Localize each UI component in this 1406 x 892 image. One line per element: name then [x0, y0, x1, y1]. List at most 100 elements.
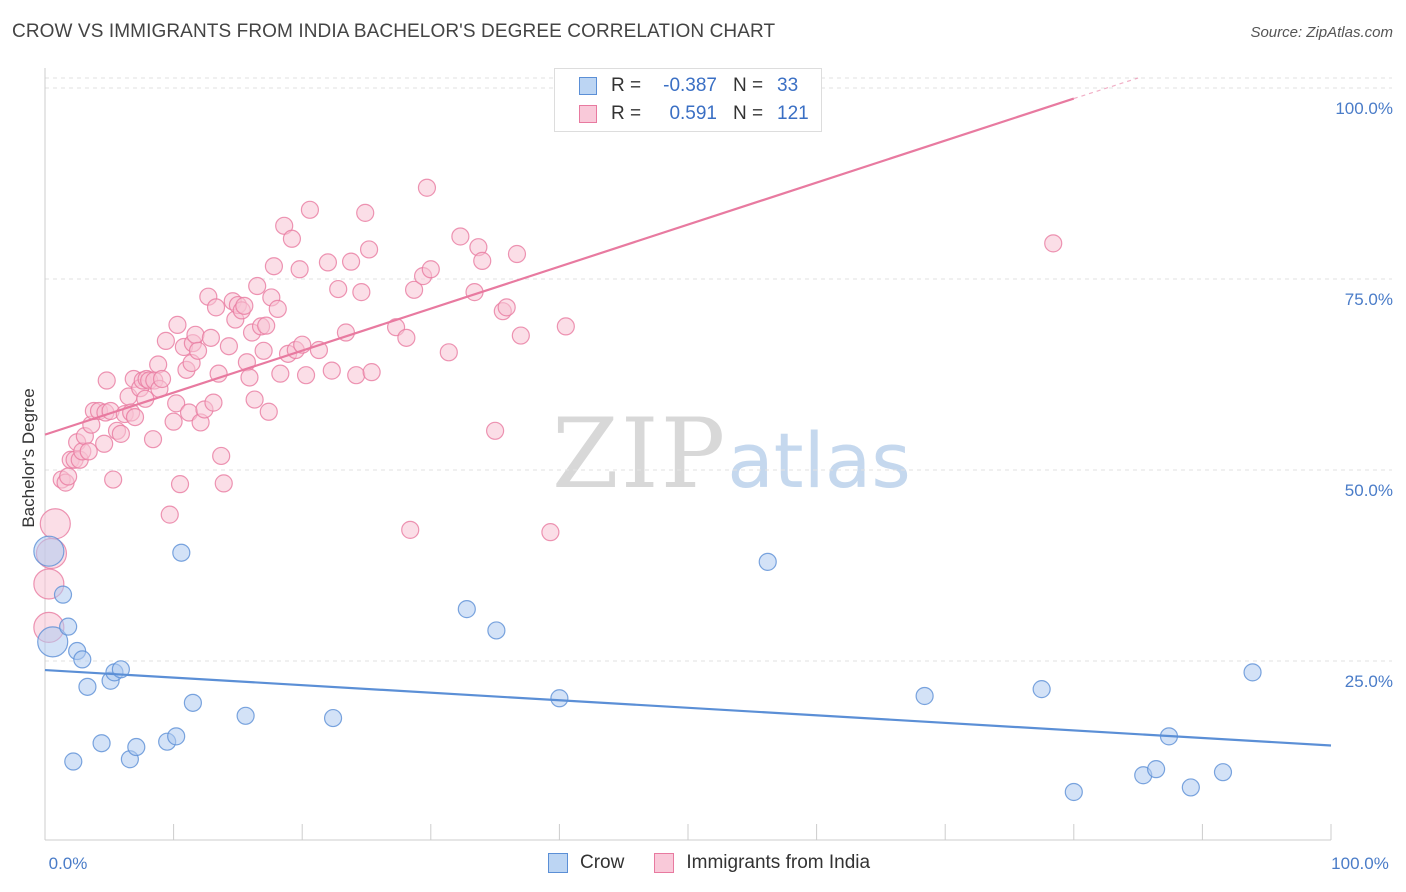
india-point [356, 203, 375, 222]
crow-point [1243, 663, 1262, 682]
india-point [259, 402, 278, 421]
india-point [556, 317, 575, 336]
india-point [235, 296, 254, 315]
india-point [507, 244, 527, 264]
india-point [497, 298, 516, 317]
india-point [290, 260, 309, 279]
correlation-legend: R = -0.387 N = 33 R = 0.591 N = 121 [554, 68, 822, 132]
crow-point [457, 600, 476, 619]
legend-n-value: 121 [777, 103, 809, 124]
india-point [201, 328, 220, 347]
legend-row-crow: R = -0.387 N = 33 [579, 73, 798, 99]
india-point [282, 229, 302, 248]
crow-point [167, 727, 186, 746]
crow-point [1181, 778, 1200, 797]
india-point [204, 393, 223, 412]
legend-r-value: 0.591 [669, 103, 717, 124]
india-point [257, 316, 276, 335]
crow-point [78, 677, 97, 696]
india-trend-extension [1073, 77, 1139, 100]
legend-row-india: R = 0.591 N = 121 [579, 101, 809, 127]
india-point [254, 341, 273, 360]
series-immigrants-from-india-points [33, 178, 1063, 644]
legend-label-india: Immigrants from India [686, 852, 871, 873]
india-point [341, 252, 361, 271]
india-point [111, 424, 130, 443]
india-point [421, 260, 440, 279]
legend-r-value: -0.387 [663, 75, 717, 96]
source-note: Source: ZipAtlas.com [1250, 24, 1393, 41]
crow-point [53, 585, 73, 604]
zipatlas-watermark: ZIPatlas [552, 398, 911, 510]
series-legend: Crow Immigrants from India [548, 852, 900, 874]
crow-point [487, 621, 506, 640]
india-point [125, 407, 145, 427]
india-point [104, 470, 123, 489]
tick-labels: 100.0% 75.0% 50.0% 25.0% 0.0% 100.0% [49, 99, 1393, 873]
india-point [268, 299, 287, 318]
crow-trend-line [44, 668, 1332, 747]
india-point [347, 366, 366, 385]
legend-swatch-crow [579, 77, 597, 95]
india-point [79, 442, 98, 461]
y-tick-label: 100.0% [1335, 99, 1393, 118]
india-point [164, 412, 183, 431]
legend-n-label: N = [733, 75, 764, 96]
legend-r-label: R = [611, 75, 642, 96]
legend-n-value: 33 [777, 75, 799, 96]
india-point [97, 371, 116, 390]
india-point [362, 363, 381, 382]
legend-item-india[interactable]: Immigrants from India [654, 852, 870, 874]
india-point [417, 178, 437, 197]
axes [44, 68, 1332, 841]
india-point [156, 331, 175, 350]
x-tick-label: 0.0% [49, 854, 88, 873]
india-point [451, 227, 470, 246]
crow-point [915, 686, 934, 706]
india-point [59, 467, 78, 486]
india-point [329, 279, 348, 299]
legend-swatch-india [579, 105, 597, 123]
crow-point [127, 737, 146, 757]
india-point [245, 390, 264, 409]
india-point [209, 364, 228, 383]
india-point [219, 337, 238, 356]
legend-swatch-india [654, 853, 675, 873]
crow-point [172, 543, 191, 562]
india-point [300, 200, 320, 219]
crow-point [236, 706, 255, 725]
watermark-atlas: atlas [727, 416, 911, 505]
india-point [143, 430, 163, 449]
crow-point [1032, 680, 1051, 699]
india-point [248, 276, 267, 296]
y-tick-label: 75.0% [1345, 290, 1393, 309]
crow-point [183, 693, 202, 712]
india-point [95, 434, 114, 453]
india-point [397, 328, 416, 347]
india-point [473, 251, 492, 270]
india-point [170, 475, 190, 494]
india-point [1044, 234, 1063, 253]
crow-point [1147, 760, 1166, 779]
india-point [214, 474, 233, 493]
india-point [212, 446, 231, 466]
india-trend-line [44, 97, 1075, 436]
india-point [167, 394, 186, 413]
legend-item-crow[interactable]: Crow [548, 852, 624, 874]
india-point [511, 326, 530, 345]
india-point [186, 325, 205, 344]
india-point [352, 283, 371, 302]
india-point [404, 280, 424, 299]
india-point [264, 257, 284, 276]
india-point [401, 520, 420, 539]
india-point [296, 366, 316, 385]
crow-point [1064, 782, 1083, 802]
india-point [486, 421, 505, 440]
india-point [160, 505, 179, 524]
y-tick-label: 25.0% [1345, 672, 1393, 691]
legend-label-crow: Crow [580, 852, 625, 873]
y-axis-title: Bachelor's Degree [19, 388, 38, 527]
india-point [240, 368, 259, 387]
series-crow-points [33, 535, 1262, 802]
